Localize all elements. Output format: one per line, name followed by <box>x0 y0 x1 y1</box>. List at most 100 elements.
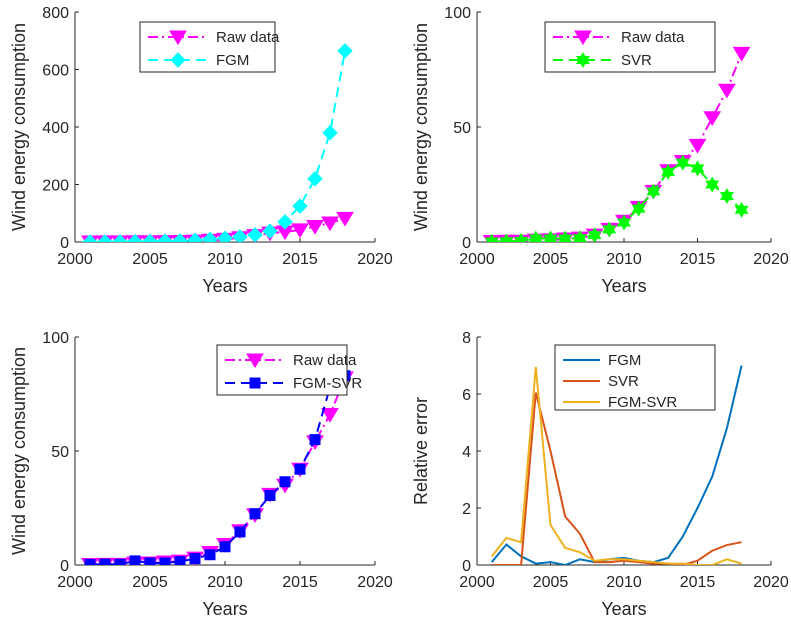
data-point <box>114 558 126 565</box>
legend-label: FGM <box>216 52 249 69</box>
y-tick-label: 2 <box>462 501 471 518</box>
legend: Raw data FGM-SVR <box>216 344 362 396</box>
legend-label: FGM-SVR <box>293 375 362 392</box>
y-tick-label: 0 <box>60 235 69 252</box>
data-point <box>172 233 188 242</box>
data-point <box>84 559 96 565</box>
y-tick-label: 100 <box>42 330 69 347</box>
x-axis-label: Years <box>601 276 646 296</box>
x-tick-label: 2010 <box>606 251 642 268</box>
legend: FGM SVR FGM-SVR <box>554 344 716 411</box>
legend-box <box>544 21 716 73</box>
legend-marker <box>574 30 592 46</box>
x-axis-label: Years <box>202 276 247 296</box>
legend-marker <box>576 51 590 69</box>
chart-panel-1: 2000 2005 2010 2015 2020 0 200 400 600 800 Years Wi… <box>9 5 393 296</box>
x-tick-label: 2005 <box>132 251 168 268</box>
x-axis-label: Years <box>202 599 247 619</box>
data-point <box>719 187 734 205</box>
data-point <box>204 549 216 561</box>
data-point <box>703 111 722 126</box>
data-point <box>189 553 201 565</box>
data-point <box>97 234 113 242</box>
x-tick-label: 2005 <box>533 251 569 268</box>
data-point <box>307 171 323 187</box>
y-tick-label: 50 <box>51 444 69 461</box>
legend-marker <box>246 353 264 369</box>
series-line <box>491 161 743 242</box>
legend: Raw data SVR <box>544 21 716 73</box>
y-tick-label: 100 <box>444 5 471 22</box>
data-point <box>264 489 276 501</box>
x-tick-label: 2005 <box>533 574 569 591</box>
legend-box <box>139 21 276 73</box>
series-line <box>89 377 346 565</box>
chart-panel-4: 2000 2005 2010 2015 2020 0 2 4 6 8 Years Relative e… <box>411 330 789 619</box>
x-tick-label: 2015 <box>282 574 318 591</box>
data-point <box>249 508 261 520</box>
data-point <box>129 555 141 565</box>
data-point <box>558 230 573 242</box>
data-point <box>602 221 617 238</box>
y-tick-label: 600 <box>42 63 69 80</box>
data-point <box>157 233 173 242</box>
y-tick-label: 6 <box>462 387 471 404</box>
data-point <box>277 214 293 230</box>
series-line <box>491 53 743 242</box>
x-tick-label: 2010 <box>606 574 642 591</box>
series-group <box>482 46 751 242</box>
data-point <box>690 160 705 177</box>
y-tick-label: 400 <box>42 120 69 137</box>
data-point <box>321 408 339 423</box>
y-tick-label: 0 <box>60 558 69 575</box>
data-point <box>159 557 171 565</box>
x-tick-label: 2010 <box>207 574 243 591</box>
y-tick-label: 8 <box>462 330 471 347</box>
series-line <box>491 392 742 565</box>
data-point <box>292 198 308 214</box>
data-point <box>631 200 646 217</box>
x-tick-label: 2015 <box>680 251 716 268</box>
legend-label: Raw data <box>216 29 280 46</box>
x-tick-label: 2015 <box>282 251 318 268</box>
x-axis-label: Years <box>601 599 646 619</box>
data-point <box>322 125 338 141</box>
x-tick-label: 2020 <box>753 574 789 591</box>
y-tick-label: 4 <box>462 444 471 461</box>
data-point <box>294 463 306 475</box>
data-point <box>661 163 676 180</box>
data-point <box>572 230 587 242</box>
x-tick-label: 2020 <box>357 251 393 268</box>
x-tick-label: 2000 <box>459 574 495 591</box>
series-line <box>89 50 346 242</box>
x-tick-label: 2000 <box>459 251 495 268</box>
data-point <box>543 230 558 242</box>
data-point <box>499 233 514 242</box>
data-point <box>336 211 354 227</box>
y-tick-label: 0 <box>462 558 471 575</box>
x-tick-label: 2020 <box>357 574 393 591</box>
data-point <box>675 154 690 171</box>
data-point <box>732 46 751 62</box>
legend-label: FGM <box>608 352 641 369</box>
legend-label: SVR <box>608 373 639 390</box>
y-axis-label: Wind energy consumption <box>9 23 29 231</box>
data-point <box>734 201 749 218</box>
data-point <box>514 232 529 242</box>
x-tick-label: 2020 <box>753 251 789 268</box>
legend-marker <box>169 30 187 46</box>
y-axis-label: Wind energy consumption <box>411 23 431 231</box>
data-point <box>718 83 736 99</box>
data-point <box>688 138 707 154</box>
series-line <box>490 366 742 565</box>
data-point <box>279 476 291 488</box>
chart-panel-2: 2000 2005 2010 2015 2020 0 50 100 Years Wind ener… <box>411 5 789 296</box>
x-tick-label: 2010 <box>207 251 243 268</box>
legend-box <box>216 344 348 396</box>
data-point <box>174 556 186 565</box>
legend-marker <box>170 52 186 68</box>
legend-label: Raw data <box>621 29 685 46</box>
x-tick-label: 2015 <box>680 574 716 591</box>
data-point <box>82 234 98 242</box>
